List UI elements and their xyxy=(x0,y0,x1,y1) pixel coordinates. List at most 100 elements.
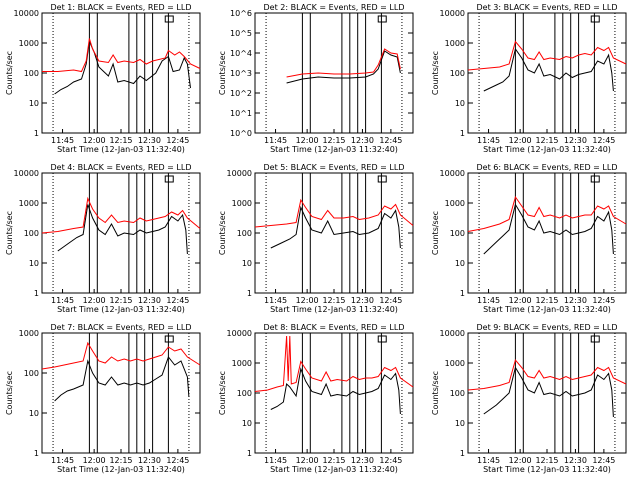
y-tick-label: 1000 xyxy=(445,199,465,208)
x-tick-label: 12:00 xyxy=(83,136,106,145)
chart-title: Det 4: BLACK = Events, RED = LLD xyxy=(51,163,192,172)
y-tick-label: 10 xyxy=(29,99,39,108)
series-red-lld xyxy=(41,341,201,370)
y-tick-label: 100 xyxy=(450,69,465,78)
y-tick-label: 100 xyxy=(450,229,465,238)
small-indicator-box xyxy=(590,15,600,23)
y-tick-label: 1 xyxy=(247,289,252,298)
x-tick-label: 11:45 xyxy=(264,456,287,465)
y-tick-label: 10000 xyxy=(227,169,252,178)
plot-frame xyxy=(254,332,414,454)
series-red-lld xyxy=(254,198,414,228)
small-indicator-box xyxy=(590,175,600,183)
chart-title: Det 2: BLACK = Events, RED = LLD xyxy=(264,3,405,12)
x-tick-label: 12:30 xyxy=(138,296,161,305)
x-tick-label: 12:15 xyxy=(322,296,345,305)
series-red-lld xyxy=(467,195,627,232)
y-tick-label: 10 xyxy=(29,409,39,418)
y-axis-label: Counts/sec xyxy=(218,211,227,255)
y-tick-label: 10 xyxy=(29,259,39,268)
y-tick-label: 10 xyxy=(455,259,465,268)
x-tick-label: 12:00 xyxy=(509,456,532,465)
x-tick-label: 12:15 xyxy=(322,136,345,145)
y-tick-label: 100 xyxy=(237,229,252,238)
y-tick-label: 10^1 xyxy=(230,109,252,118)
x-tick-label: 12:00 xyxy=(83,456,106,465)
series-red-lld xyxy=(286,48,401,78)
series-black-events xyxy=(57,204,188,255)
x-tick-label: 11:45 xyxy=(264,136,287,145)
series-black-events xyxy=(270,367,401,415)
y-tick-label: 1 xyxy=(460,289,465,298)
y-tick-label: 10000 xyxy=(440,329,465,338)
chart-panel-3: Det 3: BLACK = Events, RED = LLD 1 10 100 10… xyxy=(431,3,627,154)
chart-panel-8: Det 8: BLACK = Events, RED = LLD 1 10 100 10… xyxy=(218,323,414,474)
y-tick-label: 10000 xyxy=(440,9,465,18)
x-tick-label: 12:15 xyxy=(109,136,132,145)
x-tick-label: 12:30 xyxy=(564,136,587,145)
y-tick-label: 100 xyxy=(24,369,39,378)
y-axis-label: Counts/sec xyxy=(5,371,14,415)
series-black-events xyxy=(54,39,191,95)
x-axis-label: Start Time (12-Jan-03 11:32:40) xyxy=(483,305,611,314)
chart-title: Det 8: BLACK = Events, RED = LLD xyxy=(264,323,405,332)
x-tick-label: 12:15 xyxy=(109,456,132,465)
x-tick-label: 12:00 xyxy=(509,136,532,145)
x-tick-label: 12:45 xyxy=(379,136,402,145)
y-tick-label: 1000 xyxy=(19,39,39,48)
chart-panel-7: Det 7: BLACK = Events, RED = LLD 1 10 100 10… xyxy=(5,323,201,474)
chart-panel-9: Det 9: BLACK = Events, RED = LLD 1 10 100 10… xyxy=(431,323,627,474)
x-tick-label: 12:45 xyxy=(379,456,402,465)
x-tick-label: 12:45 xyxy=(592,296,615,305)
x-axis-label: Start Time (12-Jan-03 11:32:40) xyxy=(270,145,398,154)
y-axis-label: Counts/sec xyxy=(218,371,227,415)
y-tick-label: 10^4 xyxy=(230,49,252,58)
chart-panel-4: Det 4: BLACK = Events, RED = LLD 1 10 100 10… xyxy=(5,163,201,314)
y-axis-label: Counts/sec xyxy=(5,211,14,255)
y-tick-label: 10^0 xyxy=(230,129,252,138)
y-tick-label: 10 xyxy=(455,419,465,428)
y-tick-label: 1000 xyxy=(19,199,39,208)
y-tick-label: 1 xyxy=(460,129,465,138)
x-tick-label: 12:30 xyxy=(351,296,374,305)
x-axis-label: Start Time (12-Jan-03 11:32:40) xyxy=(270,465,398,474)
y-tick-label: 10^6 xyxy=(230,9,252,18)
x-axis-label: Start Time (12-Jan-03 11:32:40) xyxy=(483,145,611,154)
y-tick-label: 10^3 xyxy=(230,69,252,78)
series-red-lld xyxy=(41,196,201,234)
plot-frame xyxy=(467,172,627,294)
x-tick-label: 12:30 xyxy=(351,456,374,465)
series-red-lld xyxy=(467,40,627,71)
y-tick-label: 1 xyxy=(247,449,252,458)
x-tick-label: 12:15 xyxy=(109,296,132,305)
x-tick-label: 12:00 xyxy=(296,456,319,465)
x-tick-label: 12:00 xyxy=(296,136,319,145)
plot-frame xyxy=(41,12,201,134)
series-red-lld xyxy=(254,335,414,392)
series-black-events xyxy=(483,47,614,92)
x-axis-label: Start Time (12-Jan-03 11:32:40) xyxy=(483,465,611,474)
small-indicator-box xyxy=(377,15,387,23)
chart-panel-2: Det 2: BLACK = Events, RED = LLD 10^0 10^1… xyxy=(218,3,414,154)
small-indicator-box xyxy=(377,335,387,343)
small-indicator-box xyxy=(590,335,600,343)
y-tick-label: 1 xyxy=(34,289,39,298)
y-tick-label: 100 xyxy=(24,69,39,78)
series-black-events xyxy=(483,203,614,255)
x-tick-label: 12:30 xyxy=(351,136,374,145)
y-tick-label: 100 xyxy=(24,229,39,238)
y-tick-label: 10000 xyxy=(440,169,465,178)
x-tick-label: 12:45 xyxy=(166,136,189,145)
x-axis-label: Start Time (12-Jan-03 11:32:40) xyxy=(57,305,185,314)
plot-frame xyxy=(467,332,627,454)
chart-title: Det 9: BLACK = Events, RED = LLD xyxy=(477,323,618,332)
small-indicator-box xyxy=(164,15,174,23)
x-tick-label: 12:15 xyxy=(322,456,345,465)
plot-frame xyxy=(254,172,414,294)
y-tick-label: 10000 xyxy=(14,169,39,178)
y-tick-label: 10000 xyxy=(227,329,252,338)
x-tick-label: 11:45 xyxy=(51,296,74,305)
series-black-events xyxy=(286,50,401,84)
y-tick-label: 10 xyxy=(455,99,465,108)
